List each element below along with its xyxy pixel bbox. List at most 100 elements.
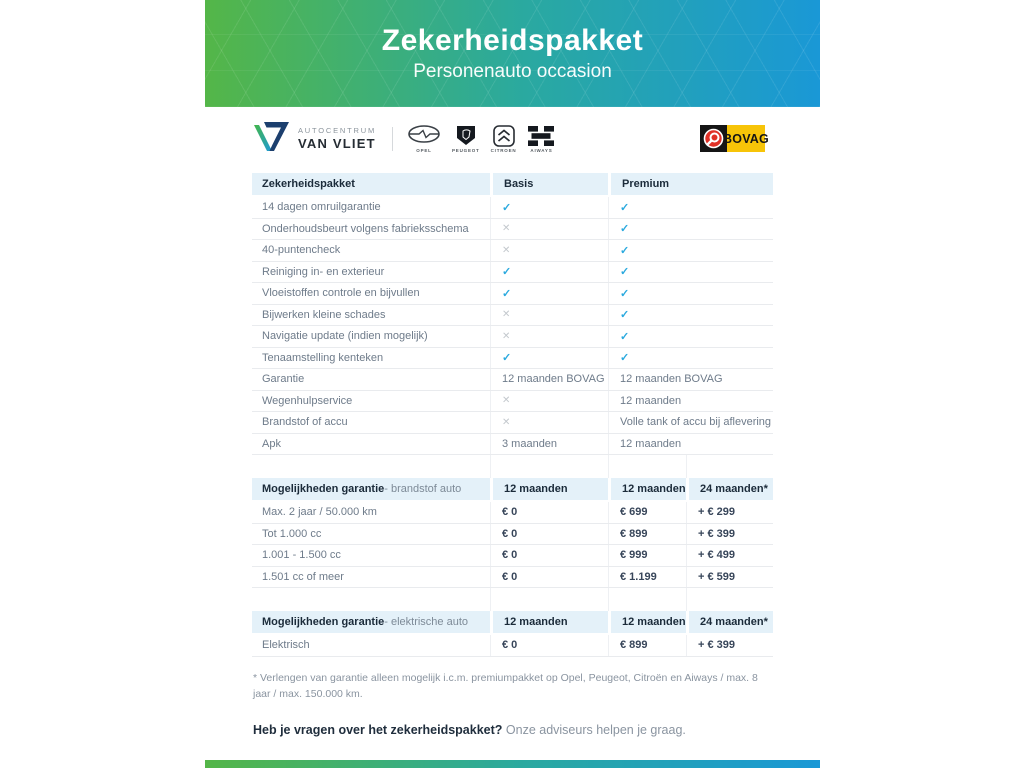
bovag-wordmark: BOVAG <box>723 125 769 152</box>
table-row: Vloeistoffen controle en bijvullen ✓ ✓ <box>252 283 773 305</box>
page-subtitle: Personenauto occasion <box>413 61 612 82</box>
price-value: € 899 <box>608 523 686 544</box>
feature-label: Tot 1.000 cc <box>262 527 322 540</box>
table-row: Navigatie update (indien mogelijk) ✕ ✓ <box>252 326 773 348</box>
excluded-cross-icon: ✕ <box>490 218 608 239</box>
column-header: Premium <box>608 173 773 195</box>
feature-label: Garantie <box>262 373 305 386</box>
feature-label: Reiniging in- en exterieur <box>262 265 385 278</box>
table-header-row: Mogelijkheden garantie - elektrische aut… <box>252 611 773 633</box>
opel-icon <box>408 124 440 143</box>
citroen-logo: CITROEN <box>491 124 517 153</box>
excluded-cross-icon: ✕ <box>490 412 608 433</box>
table-row: Apk 3 maanden 12 maanden <box>252 433 773 455</box>
bottom-gradient-bar <box>205 760 820 768</box>
spacer-cell <box>490 588 608 611</box>
spacer-cell <box>686 455 773 478</box>
aiways-icon <box>528 125 555 146</box>
included-check-icon: ✓ <box>490 197 608 218</box>
table-title-cell: Mogelijkheden garantie - elektrische aut… <box>252 611 490 633</box>
peugeot-logo: PEUGEOT <box>452 125 480 153</box>
brand-logos: OPEL PEUGEOT CITROEN <box>407 124 555 153</box>
included-check-icon: ✓ <box>608 326 773 347</box>
excluded-cross-icon: ✕ <box>490 240 608 261</box>
spacer-cell <box>608 588 686 611</box>
excluded-cross-icon: ✕ <box>490 304 608 325</box>
bovag-badge: BOVAG <box>700 125 769 152</box>
column-header: Basis <box>490 173 608 195</box>
aiways-caption: AIWAYS <box>530 147 553 153</box>
table-row: 14 dagen omruilgarantie ✓ ✓ <box>252 197 773 219</box>
feature-label: Wegenhulpservice <box>262 394 353 407</box>
van-vliet-v7-icon <box>253 120 290 158</box>
feature-label: 1.501 cc of meer <box>262 570 344 583</box>
included-check-icon: ✓ <box>608 197 773 218</box>
spacer-cell <box>686 588 773 611</box>
column-header: 12 maanden <box>490 611 608 633</box>
flyer-page: Zekerheidspakket Personenauto occasion A… <box>205 0 820 768</box>
table-row: Tot 1.000 cc € 0 € 899 + € 399 <box>252 523 773 545</box>
included-check-icon: ✓ <box>490 261 608 282</box>
feature-label: Max. 2 jaar / 50.000 km <box>262 506 377 519</box>
price-value: + € 299 <box>686 502 773 523</box>
price-value: + € 599 <box>686 566 773 587</box>
feature-label: Vloeistoffen controle en bijvullen <box>262 287 420 300</box>
spacer-cell <box>490 455 608 478</box>
feature-label: 14 dagen omruilgarantie <box>262 201 381 214</box>
table-row: Tenaamstelling kenteken ✓ ✓ <box>252 347 773 369</box>
table-row: Garantie 12 maanden BOVAG 12 maanden BOVAG <box>252 369 773 391</box>
feature-label: Brandstof of accu <box>262 416 348 429</box>
feature-label: 1.001 - 1.500 cc <box>262 549 341 562</box>
closing-rest: Onze adviseurs helpen je graag. <box>502 723 686 738</box>
included-check-icon: ✓ <box>608 218 773 239</box>
feature-label: Bijwerken kleine schades <box>262 308 386 321</box>
dealer-name: AUTOCENTRUM VAN VLIET <box>298 126 376 151</box>
feature-value: 3 maanden <box>490 433 608 454</box>
logo-divider <box>392 126 393 151</box>
price-value: € 0 <box>490 635 608 656</box>
excluded-cross-icon: ✕ <box>490 390 608 411</box>
table-row: Onderhoudsbeurt volgens fabrieksschema ✕ ✓ <box>252 218 773 240</box>
spacer-cell <box>608 455 686 478</box>
excluded-cross-icon: ✕ <box>490 326 608 347</box>
price-value: € 0 <box>490 566 608 587</box>
dealer-name-bottom: VAN VLIET <box>298 136 376 151</box>
price-value: + € 499 <box>686 545 773 566</box>
feature-label: Apk <box>262 437 281 450</box>
included-check-icon: ✓ <box>490 347 608 368</box>
price-value: € 0 <box>490 523 608 544</box>
feature-label: Elektrisch <box>262 639 310 652</box>
table-row: Reiniging in- en exterieur ✓ ✓ <box>252 261 773 283</box>
package-tables: Zekerheidspakket Basis Premium 14 dagen omr… <box>252 173 773 657</box>
feature-label: 40-puntencheck <box>262 244 341 257</box>
table-row: Wegenhulpservice ✕ 12 maanden <box>252 390 773 412</box>
feature-value: 12 maanden <box>608 433 773 454</box>
feature-label: Navigatie update (indien mogelijk) <box>262 330 428 343</box>
peugeot-caption: PEUGEOT <box>452 147 480 153</box>
included-check-icon: ✓ <box>608 261 773 282</box>
feature-label: Onderhoudsbeurt volgens fabrieksschema <box>262 222 469 235</box>
price-value: € 0 <box>490 545 608 566</box>
price-value: € 899 <box>608 635 686 656</box>
table-row: Brandstof of accu ✕ Volle tank of accu bij… <box>252 412 773 434</box>
table-row: 1.001 - 1.500 cc € 0 € 999 + € 499 <box>252 545 773 567</box>
dealer-logo: AUTOCENTRUM VAN VLIET <box>253 120 376 158</box>
included-check-icon: ✓ <box>608 304 773 325</box>
table-spacer <box>252 588 773 611</box>
included-check-icon: ✓ <box>608 240 773 261</box>
table-header-row: Mogelijkheden garantie - brandstof auto 1… <box>252 478 773 500</box>
logo-row: AUTOCENTRUM VAN VLIET OPEL PEUGEOT <box>253 120 769 158</box>
feature-label: Tenaamstelling kenteken <box>262 351 384 364</box>
spacer-cell <box>252 455 490 478</box>
price-value: € 999 <box>608 545 686 566</box>
table-spacer <box>252 455 773 478</box>
feature-value: 12 maanden <box>608 390 773 411</box>
opel-caption: OPEL <box>416 147 432 153</box>
price-value: + € 399 <box>686 635 773 656</box>
table-header-row: Zekerheidspakket Basis Premium <box>252 173 773 195</box>
price-value: € 0 <box>490 502 608 523</box>
peugeot-icon <box>456 125 475 145</box>
table-title-cell: Zekerheidspakket <box>252 173 490 195</box>
price-value: € 1.199 <box>608 566 686 587</box>
closing-question: Heb je vragen over het zekerheidspakket? <box>253 723 503 738</box>
